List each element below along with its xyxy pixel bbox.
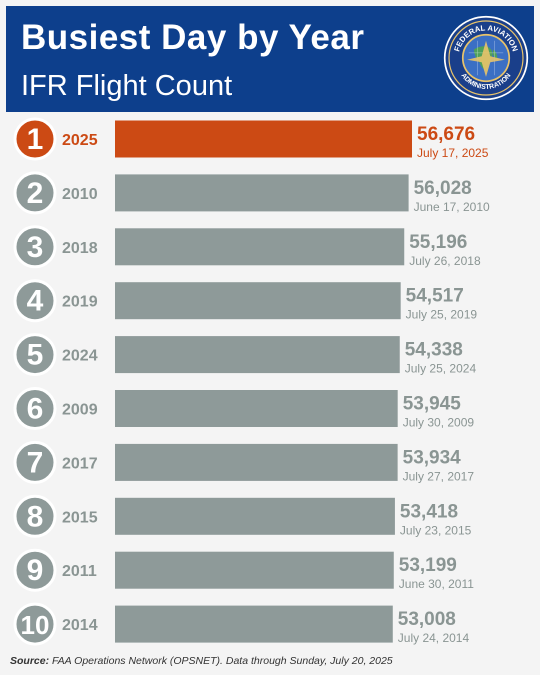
bar	[115, 443, 398, 481]
rank-number: 9	[27, 554, 44, 587]
rank-number: 8	[27, 500, 44, 533]
rank-circle	[13, 225, 57, 269]
date-label: July 30, 2009	[403, 416, 475, 430]
chart-subtitle: IFR Flight Count	[21, 70, 233, 102]
date-label: July 27, 2017	[403, 469, 475, 483]
year-label: 2025	[62, 132, 98, 149]
rank-number: 4	[27, 285, 44, 318]
date-label: July 24, 2014	[398, 631, 470, 645]
date-label: July 25, 2024	[405, 362, 477, 376]
header-banner: Busiest Day by Year IFR Flight Count FED…	[6, 6, 534, 112]
year-label: 2015	[62, 509, 98, 526]
bar	[115, 336, 400, 374]
bar	[115, 282, 401, 320]
rank-circle	[13, 548, 57, 592]
rank-number: 10	[21, 610, 50, 640]
value-label: 53,945	[403, 394, 462, 415]
value-label: 53,008	[398, 609, 456, 630]
year-label: 2011	[62, 563, 97, 580]
year-label: 2010	[62, 186, 98, 203]
year-label: 2014	[62, 617, 98, 634]
bar	[115, 228, 405, 266]
value-label: 53,199	[399, 555, 457, 576]
year-label: 2018	[62, 240, 98, 257]
value-label: 53,934	[403, 447, 462, 468]
value-label: 54,517	[406, 286, 464, 307]
rank-circle	[13, 440, 57, 484]
rank-number: 1	[27, 123, 44, 156]
value-label: 56,028	[414, 178, 472, 199]
rank-circle	[13, 494, 57, 538]
bar	[115, 551, 394, 589]
date-label: July 17, 2025	[417, 146, 489, 160]
rank-number: 5	[27, 339, 44, 372]
date-label: July 25, 2019	[406, 308, 478, 322]
value-label: 56,676	[417, 124, 475, 145]
bar	[115, 497, 395, 535]
rank-circle	[13, 387, 57, 430]
source-label: Source:	[10, 655, 50, 667]
source-note: Source: FAA Operations Network (OPSNET).…	[10, 655, 393, 667]
year-label: 2017	[62, 455, 98, 472]
date-label: June 30, 2011	[399, 577, 475, 591]
rank-circle	[13, 117, 57, 161]
bar	[115, 605, 393, 643]
rank-number: 7	[27, 446, 44, 479]
bar	[115, 120, 412, 158]
rank-circle	[13, 171, 57, 215]
year-label: 2009	[62, 402, 98, 419]
year-label: 2024	[62, 348, 98, 365]
value-label: 54,338	[405, 340, 463, 361]
rank-circle	[13, 333, 57, 377]
date-label: July 23, 2015	[400, 523, 472, 537]
date-label: July 26, 2018	[409, 254, 481, 268]
date-label: June 17, 2010	[414, 200, 490, 214]
faa-seal-logo: FEDERAL AVIATION ADMINISTRATION	[443, 15, 529, 101]
rank-number: 3	[27, 231, 44, 264]
bar	[115, 174, 409, 212]
value-label: 53,418	[400, 501, 458, 522]
rank-number: 2	[27, 177, 44, 210]
chart-title: Busiest Day by Year	[21, 18, 365, 57]
source-text: FAA Operations Network (OPSNET). Data th…	[49, 655, 393, 667]
rank-circle	[13, 279, 57, 323]
rank-number: 6	[27, 393, 44, 426]
year-label: 2019	[62, 294, 98, 311]
value-label: 55,196	[409, 232, 467, 253]
rank-circle	[13, 602, 57, 646]
bar	[115, 390, 398, 427]
